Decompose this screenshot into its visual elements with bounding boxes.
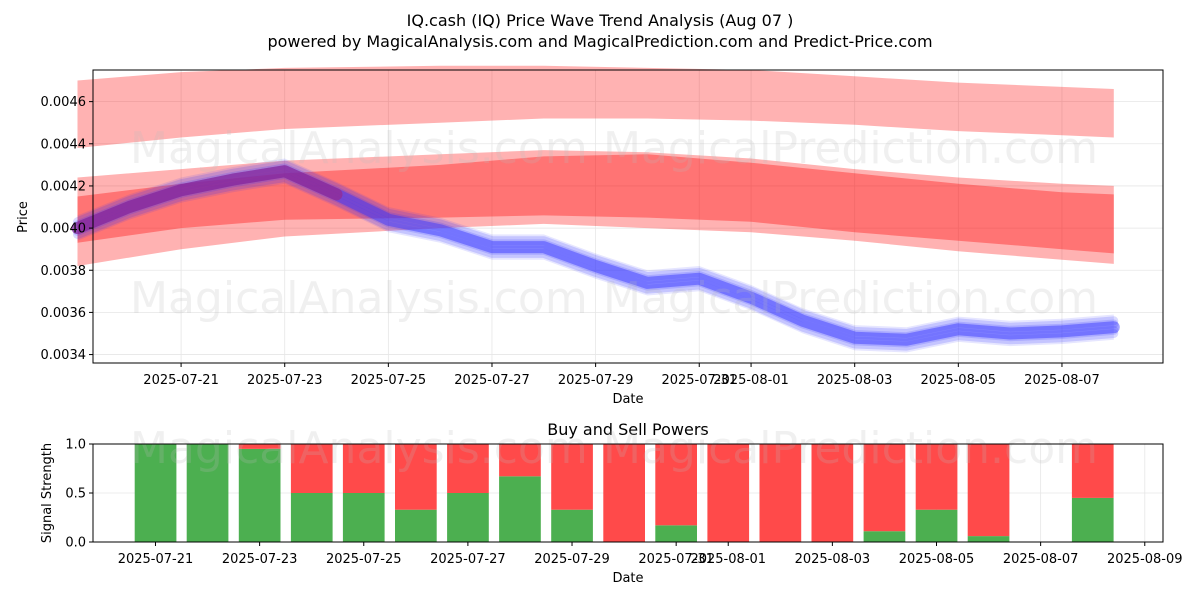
buy-bar xyxy=(499,476,541,542)
prediction-bands xyxy=(77,65,1114,266)
x-tick-label: 2025-07-25 xyxy=(326,552,402,567)
signal-panel: Buy and Sell Powers MagicalAnalysis.com … xyxy=(40,420,1183,586)
price-x-axis-label: Date xyxy=(612,392,643,407)
watermark-prediction: MagicalPrediction.com xyxy=(603,423,1098,474)
price-y-axis-label: Price xyxy=(16,201,31,233)
signal-y-axis-label: Signal Strength xyxy=(40,443,55,543)
buy-bar xyxy=(915,509,958,542)
x-tick-label: 2025-07-21 xyxy=(118,552,194,567)
y-tick-label: 0.0034 xyxy=(41,348,87,363)
x-tick-label: 2025-08-05 xyxy=(921,373,997,388)
x-tick-label: 2025-08-09 xyxy=(1107,552,1183,567)
sell-bar xyxy=(395,444,437,510)
y-tick-label: 0.0044 xyxy=(41,137,87,152)
watermark-analysis: MagicalAnalysis.com xyxy=(130,123,588,174)
x-tick-label: 2025-07-31 xyxy=(661,373,737,388)
watermark-analysis: MagicalAnalysis.com xyxy=(130,423,588,474)
sell-bar xyxy=(342,444,385,493)
buy-bar xyxy=(967,536,1010,542)
buy-bar xyxy=(290,493,333,542)
x-tick-label: 2025-07-31 xyxy=(638,552,714,567)
watermark-prediction: MagicalPrediction.com xyxy=(603,123,1098,174)
sell-bar xyxy=(915,444,958,510)
x-tick-label: 2025-08-05 xyxy=(899,552,975,567)
price-grid xyxy=(93,70,1163,363)
wave-line xyxy=(73,160,1119,338)
price-y-ticks: 0.0034 0.0036 0.0038 0.0040 0.0042 0.0044 0.00… xyxy=(41,95,93,363)
y-tick-label: 0.0036 xyxy=(41,306,87,321)
x-tick-label: 2025-08-07 xyxy=(1003,552,1079,567)
price-x-ticks: 2025-07-21 2025-07-23 2025-07-25 2025-07-27… xyxy=(143,363,1100,388)
sell-bar xyxy=(447,444,489,493)
x-tick-label: 2025-08-03 xyxy=(795,552,871,567)
signal-x-ticks: 2025-07-21 2025-07-23 2025-07-25 2025-07-27… xyxy=(118,542,1183,567)
sell-bar xyxy=(499,444,541,477)
x-tick-label: 2025-07-23 xyxy=(222,552,298,567)
sell-bar xyxy=(603,444,645,542)
sell-bar xyxy=(811,444,854,542)
buy-bar xyxy=(238,448,281,542)
x-tick-label: 2025-07-27 xyxy=(454,373,530,388)
price-wave xyxy=(71,158,1120,353)
price-panel: MagicalAnalysis.com MagicalPrediction.co… xyxy=(16,65,1164,407)
buy-bar xyxy=(551,509,593,542)
buy-bar xyxy=(447,493,489,542)
watermark-prediction: MagicalPrediction.com xyxy=(603,273,1098,324)
sell-bar xyxy=(551,444,593,510)
y-tick-label: 1.0 xyxy=(65,438,86,453)
buy-bar xyxy=(134,444,177,542)
wave-line-highlight xyxy=(71,165,343,235)
sell-bar xyxy=(1071,444,1114,498)
sell-bar xyxy=(759,444,802,542)
prediction-band-3 xyxy=(77,154,1114,254)
signal-bars xyxy=(134,444,1114,542)
sell-bar xyxy=(863,444,906,532)
chart-subtitle: powered by MagicalAnalysis.com and Magic… xyxy=(267,32,932,51)
sell-bar xyxy=(967,444,1010,537)
buy-bar xyxy=(655,525,697,542)
y-tick-label: 0.0040 xyxy=(41,222,87,237)
x-tick-label: 2025-07-29 xyxy=(534,552,610,567)
buy-bar xyxy=(395,509,437,542)
y-tick-label: 0.5 xyxy=(65,487,86,502)
y-tick-label: 0.0042 xyxy=(41,179,87,194)
y-tick-label: 0.0038 xyxy=(41,264,87,279)
buy-bar xyxy=(1071,497,1114,542)
x-tick-label: 2025-07-23 xyxy=(247,373,323,388)
x-tick-label: 2025-07-25 xyxy=(351,373,427,388)
x-tick-label: 2025-08-01 xyxy=(690,552,766,567)
sell-bar xyxy=(707,444,750,542)
chart-title: IQ.cash (IQ) Price Wave Trend Analysis (… xyxy=(407,11,794,30)
sell-bar xyxy=(290,444,333,493)
buy-bar xyxy=(342,493,385,542)
prediction-band-2 xyxy=(77,150,1114,266)
sell-bar xyxy=(655,444,697,526)
y-tick-label: 0.0046 xyxy=(41,95,87,110)
y-tick-label: 0.0 xyxy=(65,536,86,551)
watermark-analysis: MagicalAnalysis.com xyxy=(130,273,588,324)
x-tick-label: 2025-07-29 xyxy=(558,373,634,388)
sell-bar xyxy=(238,444,281,449)
prediction-band-1 xyxy=(77,65,1114,148)
signal-watermarks: MagicalAnalysis.com MagicalPrediction.co… xyxy=(130,423,1098,474)
price-watermarks: MagicalAnalysis.com MagicalPrediction.co… xyxy=(130,123,1098,324)
x-tick-label: 2025-07-21 xyxy=(143,373,219,388)
x-tick-label: 2025-07-27 xyxy=(430,552,506,567)
buy-bar xyxy=(186,444,229,542)
x-tick-label: 2025-08-01 xyxy=(713,373,789,388)
x-tick-label: 2025-08-07 xyxy=(1024,373,1100,388)
wave-line xyxy=(73,173,1119,351)
wave-envelope xyxy=(77,158,1114,353)
signal-panel-title: Buy and Sell Powers xyxy=(547,420,709,439)
x-tick-label: 2025-08-03 xyxy=(817,373,893,388)
signal-x-axis-label: Date xyxy=(612,571,643,586)
buy-bar xyxy=(863,531,906,542)
price-plot-frame xyxy=(92,69,1164,364)
signal-y-ticks: 0.0 0.5 1.0 xyxy=(65,438,93,551)
